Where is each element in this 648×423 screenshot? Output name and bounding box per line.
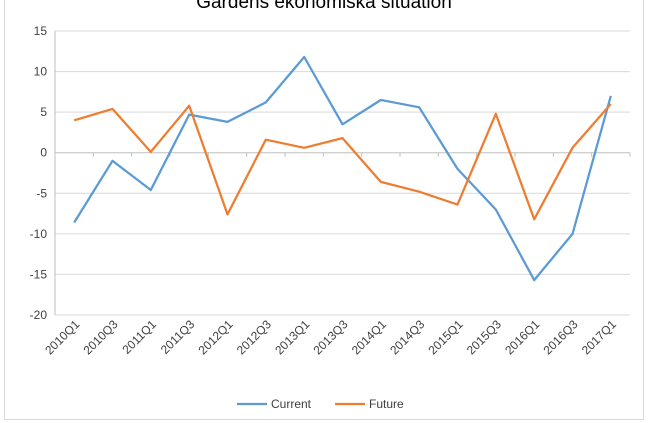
- x-tick-label: 2013Q1: [272, 317, 312, 357]
- y-tick-label: -5: [36, 186, 47, 200]
- chart-frame: [4, 0, 644, 420]
- y-tick-label: 15: [34, 24, 48, 38]
- x-tick-label: 2016Q3: [541, 317, 581, 357]
- x-tick-label: 2010Q3: [81, 317, 121, 357]
- legend-label: Future: [369, 397, 404, 411]
- y-tick-label: -20: [30, 308, 48, 322]
- x-tick-label: 2011Q1: [119, 317, 159, 357]
- x-tick-label: 2015Q1: [426, 317, 466, 357]
- y-tick-label: 0: [40, 146, 47, 160]
- x-tick-label: 2012Q3: [234, 317, 274, 357]
- series-line-current: [73, 55, 612, 282]
- x-tick-label: 2014Q1: [349, 317, 389, 357]
- x-tick-label: 2011Q3: [158, 317, 198, 357]
- x-axis-tick-labels: 2010Q12010Q32011Q12011Q32012Q12012Q32013…: [42, 317, 619, 357]
- y-tick-label: 5: [40, 105, 47, 119]
- x-tick-label: 2014Q3: [387, 317, 427, 357]
- legend: Current Future: [237, 397, 404, 411]
- series-lines: [73, 55, 612, 282]
- x-tick-label: 2017Q1: [579, 317, 619, 357]
- y-tick-label: 10: [34, 65, 48, 79]
- gridlines: [54, 30, 630, 316]
- x-axis: [54, 152, 631, 157]
- x-tick-label: 2013Q3: [311, 317, 351, 357]
- y-axis-ticks: 15 10 5 0 -5 -10 -15 -20: [30, 24, 48, 322]
- x-tick-label: 2015Q3: [464, 317, 504, 357]
- x-tick-label: 2012Q1: [196, 317, 236, 357]
- y-tick-label: -15: [30, 267, 48, 281]
- series-line-future: [73, 103, 612, 221]
- legend-label: Current: [271, 397, 312, 411]
- chart-title: Gardens ekonomiska situation: [196, 0, 452, 13]
- x-tick-label: 2010Q1: [42, 317, 82, 357]
- y-tick-label: -10: [30, 227, 48, 241]
- x-tick-label: 2016Q1: [502, 317, 542, 357]
